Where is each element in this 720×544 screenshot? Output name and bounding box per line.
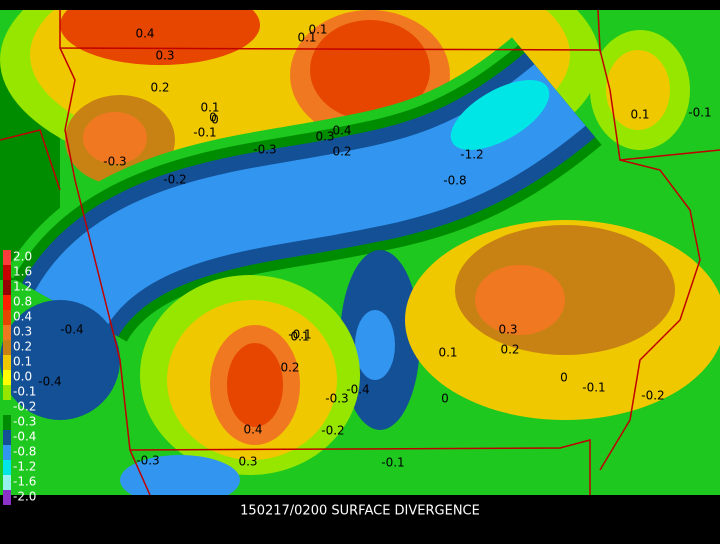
contour-label: 0.2 bbox=[500, 343, 519, 357]
legend-label: -2.0 bbox=[13, 490, 36, 504]
legend-label: 2.0 bbox=[13, 250, 32, 264]
contour-label: -0.1 bbox=[193, 126, 216, 140]
legend-label: 0.3 bbox=[13, 325, 32, 339]
legend-swatch bbox=[3, 385, 11, 400]
legend-swatch bbox=[3, 460, 11, 475]
contour-label: 0.2 bbox=[332, 145, 351, 159]
map-field bbox=[0, 10, 720, 495]
legend: 2.01.61.20.80.40.30.20.10.0-0.1-0.2-0.3-… bbox=[3, 250, 36, 505]
contour-label: 0.3 bbox=[238, 455, 257, 469]
contour-label: 0.4 bbox=[135, 27, 154, 41]
contour-label: 0.4 bbox=[332, 124, 351, 138]
contour-label: -0.1 bbox=[381, 456, 404, 470]
legend-label: -0.8 bbox=[13, 445, 36, 459]
contour-label: -0.1 bbox=[288, 328, 311, 342]
legend-label: -0.3 bbox=[13, 415, 36, 429]
contour-label: 0 bbox=[560, 371, 568, 385]
legend-swatch bbox=[3, 280, 11, 295]
contour-label: 0.3 bbox=[315, 130, 334, 144]
legend-swatch bbox=[3, 250, 11, 265]
contour-label: -0.2 bbox=[163, 173, 186, 187]
contour-label: -0.4 bbox=[346, 383, 369, 397]
contour-label: 0.2 bbox=[150, 81, 169, 95]
contour-label: 0.2 bbox=[280, 361, 299, 375]
contour-label: -0.2 bbox=[321, 424, 344, 438]
contour-label: 0.1 bbox=[297, 31, 316, 45]
legend-label: 0.2 bbox=[13, 340, 32, 354]
legend-swatch bbox=[3, 415, 11, 430]
legend-swatch bbox=[3, 355, 11, 370]
contour-label: 0.3 bbox=[155, 49, 174, 63]
contour-label: -0.3 bbox=[136, 454, 159, 468]
contour-label: -0.2 bbox=[641, 389, 664, 403]
legend-label: -1.6 bbox=[13, 475, 36, 489]
legend-label: 0.4 bbox=[13, 310, 32, 324]
contour-label: 0.1 bbox=[630, 108, 649, 122]
contour-label: -0.1 bbox=[582, 381, 605, 395]
legend-label: -0.1 bbox=[13, 385, 36, 399]
contour-label: -0.1 bbox=[688, 106, 711, 120]
caption: 150217/0200 SURFACE DIVERGENCE bbox=[240, 504, 480, 519]
legend-swatch bbox=[3, 430, 11, 445]
contour-labels: 0.40.30.20.10-0.1-0.3-0.200.10.40.30.2-0… bbox=[38, 23, 711, 470]
legend-swatch bbox=[3, 265, 11, 280]
legend-label: 1.6 bbox=[13, 265, 32, 279]
legend-swatch bbox=[3, 445, 11, 460]
contour-label: -0.3 bbox=[253, 143, 276, 157]
contour-label: 0 bbox=[441, 392, 449, 406]
legend-swatch bbox=[3, 295, 11, 310]
legend-swatch bbox=[3, 475, 11, 490]
legend-label: -1.2 bbox=[13, 460, 36, 474]
contour-label: 0.1 bbox=[290, 330, 309, 344]
legend-label: 0.1 bbox=[13, 355, 32, 369]
legend-swatch bbox=[3, 310, 11, 325]
contour-label: -0.4 bbox=[38, 375, 61, 389]
legend-label: -0.4 bbox=[13, 430, 36, 444]
legend-label: 0.0 bbox=[13, 370, 32, 384]
legend-swatch bbox=[3, 490, 11, 505]
contour-label: 0.1 bbox=[438, 346, 457, 360]
contour-label: 0.4 bbox=[243, 423, 262, 437]
legend-swatch bbox=[3, 370, 11, 385]
legend-swatch bbox=[3, 325, 11, 340]
contour-label: 0.1 bbox=[308, 23, 327, 37]
contour-label: -0.8 bbox=[443, 174, 466, 188]
legend-label: -0.2 bbox=[13, 400, 36, 414]
legend-swatch bbox=[3, 340, 11, 355]
contour-label: -0.4 bbox=[60, 323, 83, 337]
contour-label: 0.3 bbox=[498, 323, 517, 337]
contour-label: -0.3 bbox=[103, 155, 126, 169]
legend-swatch bbox=[3, 400, 11, 415]
contour-label: 0 bbox=[209, 111, 217, 125]
legend-label: 0.8 bbox=[13, 295, 32, 309]
contour-label: -1.2 bbox=[460, 148, 483, 162]
contour-label: 0.1 bbox=[200, 101, 219, 115]
contour-label: 0 bbox=[211, 113, 219, 127]
contour-label: -0.3 bbox=[325, 392, 348, 406]
legend-label: 1.2 bbox=[13, 280, 32, 294]
